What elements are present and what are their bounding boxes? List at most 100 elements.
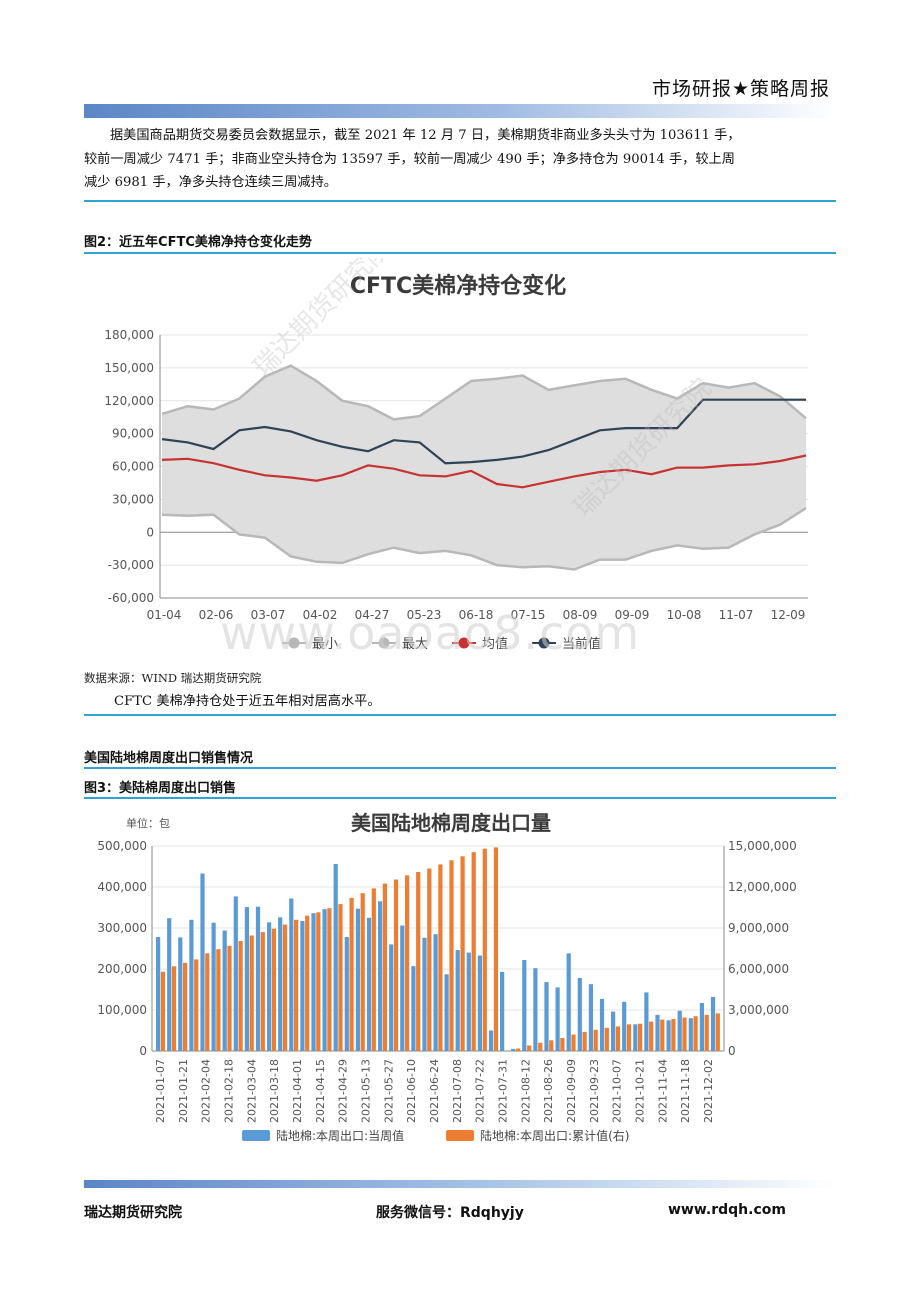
chart1-legend-item[interactable]: 当前值 — [532, 636, 601, 652]
chart2-x-tick-label: 2021-05-13 — [360, 1059, 373, 1123]
chart2-x-tick-label: 2021-03-04 — [245, 1059, 258, 1123]
chart2-x-tick-label: 2021-01-07 — [154, 1059, 167, 1123]
chart1-y-tick-label: 60,000 — [112, 460, 154, 474]
chart1-y-axis: 180,000 150,000 120,000 90,000 60,000 30,000 0… — [104, 328, 154, 605]
chart2-weekly-bar — [344, 937, 349, 1051]
chart2-cumulative-bar — [582, 1031, 587, 1051]
chart2-x-tick-label: 2021-10-07 — [611, 1059, 624, 1123]
chart1-x-axis: 01-04 02-06 03-07 04-02 04-27 05-23 06-18 07-15… — [147, 608, 806, 622]
chart2-weekly-bar — [500, 971, 505, 1051]
chart1-y-tick-label: -30,000 — [108, 558, 154, 572]
chart2-weekly-bar — [178, 937, 183, 1051]
chart2-weekly-bar — [322, 909, 327, 1051]
chart2-x-tick-label: 2021-04-29 — [337, 1059, 350, 1123]
chart2-weekly-bar — [200, 873, 205, 1051]
chart2-cumulative-bar — [615, 1026, 620, 1051]
chart2-cumulative-bar — [183, 962, 188, 1051]
chart2-cumulative-bar — [682, 1017, 687, 1051]
intro-paragraph: 据美国商品期货交易委员会数据显示，截至 2021 年 12 月 7 日，美棉期货… — [84, 124, 836, 195]
chart2-right-tick-label: 6,000,000 — [728, 962, 789, 976]
chart1-x-tick-label: 06-18 — [459, 608, 494, 622]
chart1-legend-item[interactable]: 最小 — [282, 637, 338, 652]
intro-line-3: 减少 6981 手，净多头持仓连续三周减持。 — [84, 175, 337, 190]
chart1-legend-marker — [458, 637, 470, 649]
chart2-cumulative-bar — [538, 1042, 543, 1051]
chart2-cumulative-bar — [382, 883, 387, 1051]
chart2-legend-item[interactable]: 陆地棉:本周出口:累计值(右) — [446, 1128, 629, 1143]
chart2-cumulative-bar — [449, 860, 454, 1051]
chart2-weekly-bar — [400, 925, 405, 1051]
chart2-legend: 陆地棉:本周出口:当周值 陆地棉:本周出口:累计值(右) — [242, 1128, 629, 1143]
chart2-weekly-bar — [533, 968, 538, 1051]
chart1-x-tick-label: 07-15 — [511, 608, 546, 622]
chart2-weekly-bar — [599, 998, 605, 1051]
footer-website[interactable]: www.rdqh.com — [668, 1202, 786, 1218]
chart1-title: CFTC美棉净持仓变化 — [350, 273, 566, 299]
chart1-x-tick-label: 08-09 — [563, 608, 598, 622]
chart2-right-tick-label: 12,000,000 — [728, 880, 797, 894]
chart2-weekly-bar — [433, 934, 438, 1051]
chart2-x-tick-label: 2021-06-10 — [405, 1059, 418, 1123]
chart2-cumulative-bar — [671, 1018, 676, 1051]
chart2-legend-item[interactable]: 陆地棉:本周出口:当周值 — [242, 1128, 404, 1143]
chart1-y-tick-label: -60,000 — [108, 591, 154, 605]
chart2-cumulative-bar — [416, 872, 421, 1051]
chart2-legend-label: 陆地棉:本周出口:累计值(右) — [480, 1128, 629, 1143]
chart2-cumulative-bar — [571, 1034, 576, 1051]
chart2-weekly-bar — [255, 906, 261, 1051]
chart1-line-max — [161, 364, 807, 421]
chart2-weekly-bar — [355, 908, 360, 1051]
chart2-cumulative-bar — [305, 915, 310, 1051]
footer-company: 瑞达期货研究院 — [84, 1205, 182, 1221]
chart1-series — [161, 364, 807, 571]
figure2-bottom-rule — [84, 714, 836, 716]
chart1-y-tick-label: 0 — [146, 525, 154, 539]
chart2-weekly-bar — [588, 984, 593, 1051]
section-title: 美国陆地棉周度出口销售情况 — [84, 751, 254, 766]
chart2-cumulative-bar — [227, 945, 232, 1051]
chart1-x-tick-label: 11-07 — [719, 608, 754, 622]
chart1-y-tick-label: 120,000 — [104, 394, 154, 408]
chart1-legend-marker — [378, 637, 390, 649]
chart2-weekly-bar — [389, 944, 394, 1051]
chart1-y-tick-label: 30,000 — [112, 492, 154, 506]
chart2-x-tick-label: 2021-11-18 — [679, 1059, 692, 1123]
chart2-cumulative-bar — [171, 966, 177, 1051]
chart2-cumulative-bar — [282, 924, 288, 1051]
chart2-weekly-bar — [555, 987, 560, 1051]
chart2-cumulative-bar — [216, 949, 221, 1051]
chart2-cumulative-bar — [338, 904, 343, 1051]
chart2-cumulative-bar — [549, 1040, 554, 1051]
chart2-weekly-bar — [710, 996, 716, 1051]
chart2-right-axis: 15,000,000 12,000,000 9,000,000 6,000,000 3,… — [728, 839, 797, 1058]
chart1-legend: 最小 最大 均值 当前值 — [282, 636, 601, 652]
chart1-x-tick-label: 01-04 — [147, 608, 182, 622]
cftc-net-position-chart: CFTC美棉净持仓变化 180,000 150,000 120,000 90,000 6… — [104, 258, 808, 652]
chart2-cumulative-bar — [349, 897, 354, 1051]
chart2-x-tick-label: 2021-06-24 — [428, 1059, 441, 1123]
chart2-cumulative-bar — [460, 856, 465, 1052]
chart2-x-tick-label: 2021-07-22 — [474, 1059, 487, 1123]
chart2-weekly-bar — [311, 913, 316, 1051]
chart1-x-tick-label: 05-23 — [407, 608, 442, 622]
chart2-weekly-bar — [688, 1018, 693, 1051]
chart2-weekly-bar — [211, 922, 216, 1051]
chart2-weekly-bar — [444, 974, 449, 1051]
chart2-weekly-bar — [233, 896, 238, 1051]
chart2-cumulative-bar — [649, 1021, 654, 1051]
chart2-cumulative-bar — [560, 1038, 565, 1051]
chart2-cumulative-bar — [427, 868, 432, 1051]
chart2-legend-label: 陆地棉:本周出口:当周值 — [276, 1128, 404, 1143]
chart1-legend-item[interactable]: 均值 — [452, 636, 508, 652]
chart2-weekly-bar — [422, 937, 427, 1051]
chart2-x-tick-label: 2021-04-15 — [314, 1059, 327, 1123]
chart1-legend-item[interactable]: 最大 — [372, 637, 428, 652]
chart2-cumulative-bar — [693, 1016, 698, 1051]
chart1-legend-label: 最小 — [312, 637, 338, 652]
chart2-x-tick-label: 2021-01-21 — [177, 1059, 190, 1123]
chart2-x-tick-label: 2021-12-02 — [702, 1059, 715, 1123]
chart2-cumulative-bar — [493, 847, 498, 1051]
chart2-x-axis: 2021-01-07 2021-01-21 2021-02-04 2021-02-18… — [154, 1059, 715, 1123]
chart2-cumulative-bar — [327, 908, 332, 1051]
chart2-weekly-bar — [289, 898, 294, 1051]
